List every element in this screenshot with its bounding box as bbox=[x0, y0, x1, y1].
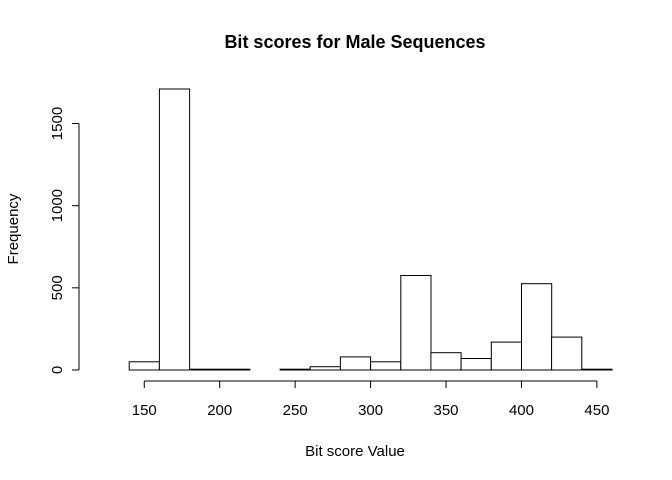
y-tick-label-1000: 1000 bbox=[49, 189, 66, 222]
histogram-bar-140-160 bbox=[128, 361, 160, 371]
histogram-bar-360-380 bbox=[460, 358, 492, 371]
x-axis: 150 200 250 300 350 400 450 bbox=[132, 380, 609, 419]
x-tick-label-200: 200 bbox=[207, 402, 232, 419]
y-tick-label-500: 500 bbox=[49, 275, 66, 300]
histogram-bar-280-300 bbox=[339, 356, 372, 371]
histogram-bar-260-280 bbox=[309, 366, 341, 371]
histogram-bar-300-320 bbox=[370, 361, 402, 371]
x-tick-label-300: 300 bbox=[358, 402, 383, 419]
x-tick-label-450: 450 bbox=[584, 402, 609, 419]
histogram-bar-420-440 bbox=[551, 336, 583, 371]
histogram-bar-180-200 bbox=[189, 368, 221, 371]
histogram-bar-340-360 bbox=[430, 352, 462, 371]
histogram-bar-320-340 bbox=[400, 275, 432, 371]
y-axis: 0 500 1000 1500 bbox=[49, 107, 80, 374]
x-tick-label-150: 150 bbox=[132, 402, 157, 419]
y-axis-label: Frequency bbox=[5, 193, 22, 264]
bars-group bbox=[128, 88, 613, 371]
histogram-bar-400-420 bbox=[521, 283, 553, 371]
y-tick-label-0: 0 bbox=[49, 366, 66, 374]
x-axis-label: Bit score Value bbox=[305, 443, 405, 460]
chart-title: Bit scores for Male Sequences bbox=[224, 32, 485, 52]
histogram-bar-380-400 bbox=[490, 341, 522, 371]
histogram-bar-440-460 bbox=[581, 368, 613, 371]
histogram-bar-160-180 bbox=[158, 88, 191, 371]
histogram-bar-200-220 bbox=[219, 368, 251, 371]
x-tick-label-250: 250 bbox=[283, 402, 308, 419]
x-tick-label-400: 400 bbox=[509, 402, 534, 419]
histogram-bar-240-260 bbox=[279, 368, 311, 371]
y-tick-label-1500: 1500 bbox=[49, 107, 66, 140]
x-tick-label-350: 350 bbox=[434, 402, 459, 419]
